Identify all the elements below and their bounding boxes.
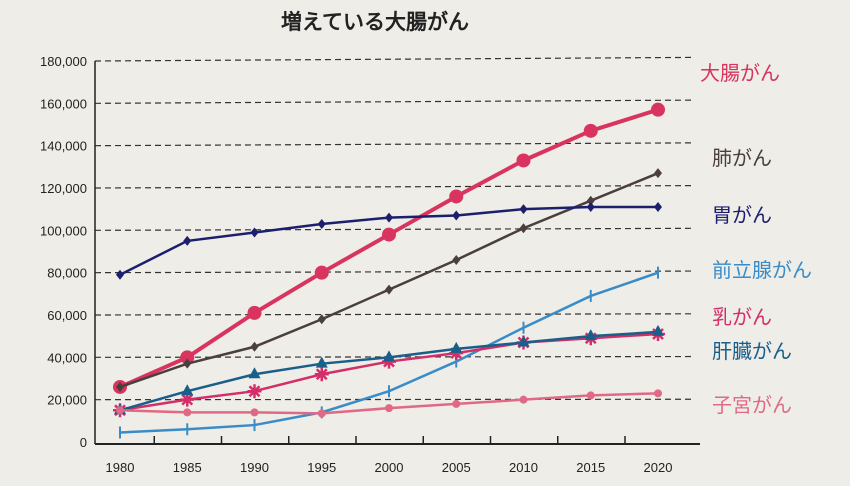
x-tick-label: 2015 (576, 460, 605, 475)
x-tick-label: 2000 (375, 460, 404, 475)
gridline (94, 99, 693, 104)
data-point (385, 284, 393, 295)
data-point (385, 404, 393, 413)
data-point (583, 123, 598, 138)
data-point (519, 204, 528, 215)
data-point (315, 356, 328, 368)
data-point (519, 223, 528, 234)
y-tick-label: 140,000 (40, 139, 87, 154)
y-tick-label: 180,000 (40, 54, 87, 69)
data-point (180, 350, 195, 365)
data-point (519, 395, 528, 404)
series-label: 大腸がん (700, 61, 780, 85)
gridline (94, 313, 693, 316)
x-tick-label: 2005 (442, 460, 471, 475)
data-point (586, 195, 595, 206)
gridline (94, 142, 693, 147)
data-point (654, 168, 662, 179)
series-label: 前立腺がん (712, 258, 812, 282)
data-point (183, 235, 192, 246)
data-point (450, 341, 463, 353)
data-point (385, 212, 393, 223)
y-tick-label: 160,000 (40, 96, 87, 111)
series-line (119, 107, 659, 389)
data-point (651, 102, 665, 117)
data-point (317, 409, 326, 418)
data-point (382, 354, 396, 369)
data-point (517, 335, 530, 347)
data-point (449, 189, 464, 204)
data-point (652, 324, 664, 336)
data-point (314, 367, 329, 382)
data-point (317, 314, 326, 325)
gridline (94, 185, 693, 189)
chart-title: 増えている大腸がん (281, 10, 469, 34)
x-tick-label: 2010 (509, 460, 538, 475)
y-tick-label: 40,000 (47, 350, 87, 365)
data-point (516, 153, 531, 168)
data-point (383, 350, 395, 362)
series-label: 子宮がん (712, 393, 792, 417)
series-label: 肺がん (712, 146, 772, 170)
data-point (452, 254, 461, 265)
y-tick-label: 100,000 (40, 223, 87, 238)
x-tick-label: 1985 (173, 460, 202, 475)
series-label: 胃がん (712, 203, 772, 227)
data-point (180, 392, 195, 407)
y-tick-label: 20,000 (47, 393, 87, 408)
data-point (250, 408, 259, 417)
data-point (452, 210, 461, 221)
x-tick-label: 2020 (644, 460, 673, 475)
data-point (584, 329, 597, 341)
data-point (452, 399, 461, 408)
data-point (654, 389, 662, 398)
y-tick-label: 80,000 (47, 266, 87, 281)
data-point (183, 358, 192, 369)
y-tick-label: 120,000 (40, 181, 87, 196)
x-tick-label: 1990 (240, 460, 269, 475)
data-point (116, 406, 124, 415)
data-point (382, 227, 396, 242)
data-point (314, 265, 329, 280)
y-tick-label: 60,000 (47, 308, 87, 323)
data-point (183, 408, 192, 417)
data-point (317, 218, 326, 229)
data-point (248, 367, 261, 379)
data-point (181, 384, 194, 396)
data-point (116, 381, 124, 392)
series-label: 乳がん (712, 305, 772, 329)
data-point (116, 269, 124, 280)
data-point (247, 305, 262, 320)
x-tick-label: 1995 (307, 460, 336, 475)
data-point (654, 202, 662, 213)
data-point (250, 227, 259, 238)
data-point (247, 384, 262, 399)
data-point (586, 202, 595, 213)
gridline (94, 56, 693, 62)
data-point (250, 341, 259, 352)
x-tick-label: 1980 (106, 460, 135, 475)
y-tick-label: 0 (80, 435, 87, 450)
series-label: 肝臓がん (712, 339, 792, 363)
data-point (449, 346, 464, 361)
gridline (94, 270, 693, 274)
data-point (586, 391, 595, 400)
